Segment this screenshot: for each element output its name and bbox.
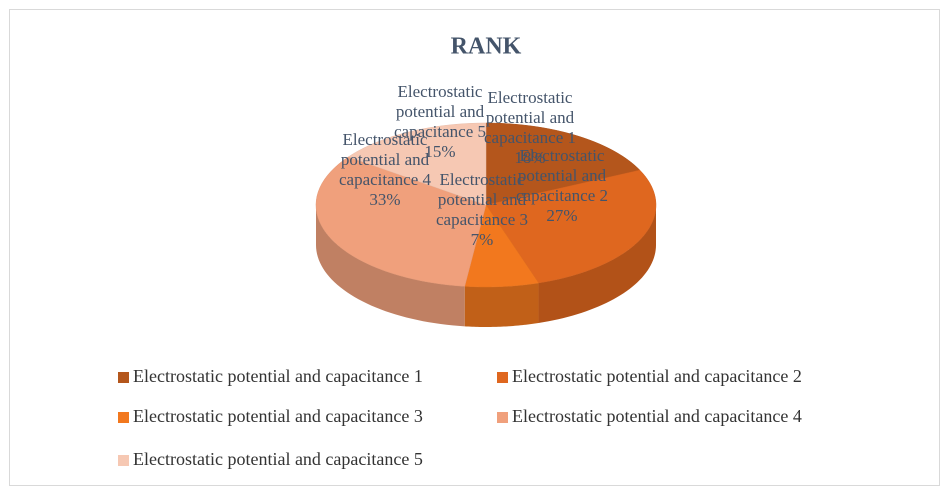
data-label-text: Electrostatic potential and capacitance … <box>468 88 592 168</box>
data-label-text: Electrostatic potential and capacitance … <box>323 130 447 210</box>
data-label: Electrostatic potential and capacitance … <box>323 130 447 210</box>
label-part: Electrostatic potential and capacitance … <box>338 130 431 189</box>
slice-side <box>464 282 539 327</box>
label-part: 7% <box>470 230 494 249</box>
label-part: 27% <box>546 206 578 225</box>
legend-swatch <box>497 372 508 383</box>
legend-swatch <box>118 372 129 383</box>
chart-title: RANK <box>451 34 522 60</box>
slice-side <box>538 205 656 323</box>
label-part: Electrostatic potential and capacitance … <box>393 82 486 141</box>
slice <box>347 122 487 206</box>
legend-label: Electrostatic potential and capacitance … <box>133 366 423 386</box>
legend-swatch <box>118 412 129 423</box>
data-label-text: Electrostatic potential and capacitance … <box>378 82 502 162</box>
data-label: Electrostatic potential and capacitance … <box>468 88 592 168</box>
legend-label: Electrostatic potential and capacitance … <box>133 406 423 426</box>
slice <box>464 204 539 288</box>
legend-swatch <box>118 455 129 466</box>
legend-label: Electrostatic potential and capacitance … <box>133 449 423 469</box>
slice-side <box>316 205 465 327</box>
data-label-text: Electrostatic potential and capacitance … <box>500 146 624 226</box>
legend-label: Electrostatic potential and capacitance … <box>512 366 802 386</box>
label-part: Electrostatic potential and capacitance … <box>435 170 528 229</box>
data-label: Electrostatic potential and capacitance … <box>500 146 624 226</box>
label-part: 33% <box>369 190 401 209</box>
slice <box>315 156 487 287</box>
data-label-text: Electrostatic potential and capacitance … <box>420 170 544 250</box>
slice <box>485 122 641 206</box>
label-part: Electrostatic potential and capacitance … <box>515 146 608 205</box>
label-part: 15% <box>424 142 456 161</box>
label-part: Electrostatic potential and capacitance … <box>483 88 576 147</box>
legend-label: Electrostatic potential and capacitance … <box>512 406 802 426</box>
label-part: 18% <box>514 148 546 167</box>
legend-swatch <box>497 412 508 423</box>
data-label: Electrostatic potential and capacitance … <box>378 82 502 162</box>
data-label: Electrostatic potential and capacitance … <box>420 170 544 250</box>
slice <box>485 169 657 284</box>
